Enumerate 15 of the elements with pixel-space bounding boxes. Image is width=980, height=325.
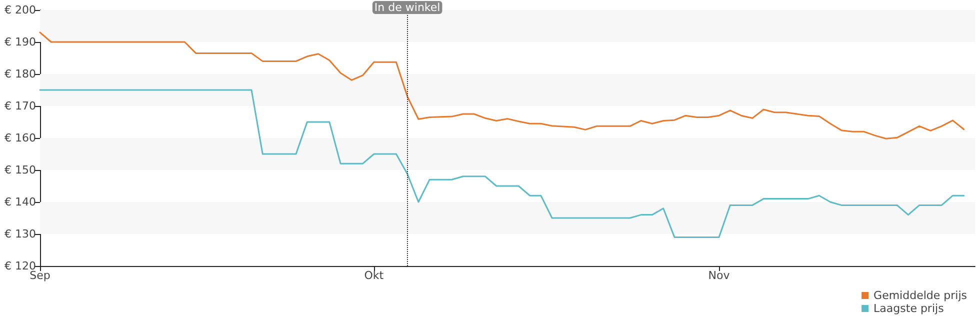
y-tick-label: € 160 xyxy=(4,132,36,144)
y-tick-label: € 190 xyxy=(4,36,36,48)
ref-line-label: In de winkel xyxy=(374,1,440,14)
y-tick-label: € 140 xyxy=(4,196,36,208)
y-tick-label: € 170 xyxy=(4,100,36,112)
x-tick-label: Nov xyxy=(708,269,730,282)
x-tick-label: Okt xyxy=(364,269,384,282)
line-series xyxy=(39,32,965,140)
y-tick-label: € 200 xyxy=(4,4,36,16)
line-series xyxy=(39,89,965,238)
legend-label: Gemiddelde prijs xyxy=(874,289,968,302)
y-tick-label: € 150 xyxy=(4,164,36,176)
y-tick-label: € 130 xyxy=(4,228,36,240)
y-tick-label: € 180 xyxy=(4,68,36,80)
legend-label: Laagste prijs xyxy=(874,302,944,315)
